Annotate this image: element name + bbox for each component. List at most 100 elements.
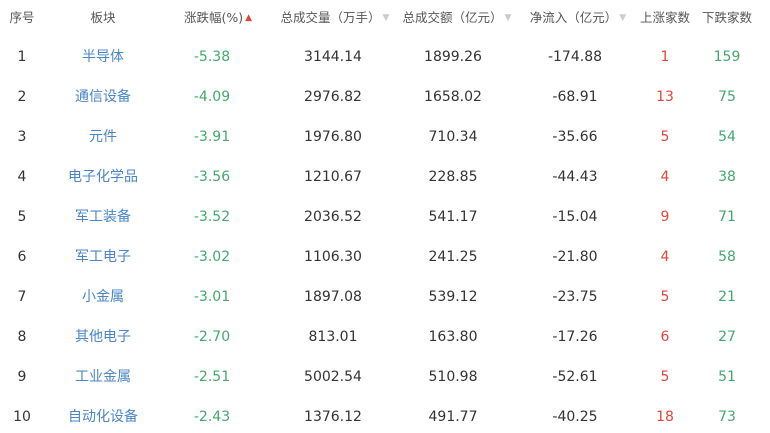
cell-change: -5.38	[193, 49, 231, 65]
cell-sector[interactable]: 军工装备	[75, 209, 131, 225]
cell-index: 8	[17, 329, 27, 345]
table-row[interactable]: 8 其他电子 -2.70 813.01 163.80 -17.26 6 27	[0, 317, 770, 357]
cell-down: 38	[718, 169, 736, 185]
header-sector: 板块	[90, 10, 116, 25]
cell-amount: 163.80	[428, 329, 478, 345]
cell-volume: 1376.12	[304, 409, 362, 425]
cell-up: 6	[660, 329, 670, 345]
header-volume[interactable]: 总成交量（万手） ▼	[281, 0, 390, 38]
header-up[interactable]: 上涨家数	[639, 10, 691, 25]
cell-netflow: -52.61	[552, 369, 598, 385]
cell-netflow: -40.25	[552, 409, 598, 425]
table-row[interactable]: 3 元件 -3.91 1976.80 710.34 -35.66 5 54	[0, 117, 770, 157]
cell-down: 51	[718, 369, 736, 385]
cell-volume: 3144.14	[304, 49, 362, 65]
cell-sector[interactable]: 自动化设备	[68, 409, 138, 425]
cell-up: 4	[660, 169, 670, 185]
cell-volume: 1210.67	[304, 169, 362, 185]
cell-netflow: -68.91	[552, 89, 598, 105]
header-change[interactable]: 涨跌幅(%) ▲	[184, 0, 252, 38]
cell-change: -3.02	[193, 249, 231, 265]
cell-change: -3.01	[193, 289, 231, 305]
cell-change: -4.09	[193, 89, 231, 105]
cell-change: -2.51	[193, 369, 231, 385]
sort-down-icon: ▼	[382, 13, 390, 23]
header-down[interactable]: 下跌家数	[701, 10, 753, 25]
cell-sector[interactable]: 电子化学品	[68, 169, 138, 185]
cell-index: 6	[17, 249, 27, 265]
sort-up-icon: ▲	[245, 13, 253, 23]
cell-up: 5	[660, 369, 670, 385]
cell-sector[interactable]: 通信设备	[75, 89, 131, 105]
header-amount[interactable]: 总成交额（亿元） ▼	[403, 0, 512, 38]
header-netflow[interactable]: 净流入（亿元） ▼	[530, 0, 626, 38]
cell-down: 71	[718, 209, 736, 225]
cell-change: -3.52	[193, 209, 231, 225]
cell-change: -3.56	[193, 169, 231, 185]
table-row[interactable]: 1 半导体 -5.38 3144.14 1899.26 -174.88 1 159	[0, 37, 770, 77]
header-amount-label: 总成交额（亿元）	[402, 10, 503, 25]
cell-index: 3	[17, 129, 27, 145]
cell-down: 58	[718, 249, 736, 265]
cell-up: 9	[660, 209, 670, 225]
table-row[interactable]: 6 军工电子 -3.02 1106.30 241.25 -21.80 4 58	[0, 237, 770, 277]
cell-netflow: -174.88	[547, 49, 603, 65]
cell-up: 5	[660, 289, 670, 305]
cell-sector[interactable]: 半导体	[82, 49, 124, 65]
cell-amount: 1658.02	[424, 89, 482, 105]
cell-amount: 539.12	[428, 289, 478, 305]
cell-amount: 241.25	[428, 249, 478, 265]
cell-index: 2	[17, 89, 27, 105]
table-row[interactable]: 7 小金属 -3.01 1897.08 539.12 -23.75 5 21	[0, 277, 770, 317]
cell-index: 9	[17, 369, 27, 385]
table-row[interactable]: 4 电子化学品 -3.56 1210.67 228.85 -44.43 4 38	[0, 157, 770, 197]
cell-change: -2.43	[193, 409, 231, 425]
sort-down-icon: ▼	[504, 13, 512, 23]
table-row[interactable]: 10 自动化设备 -2.43 1376.12 491.77 -40.25 18 73	[0, 397, 770, 433]
cell-index: 10	[13, 409, 31, 425]
cell-amount: 491.77	[428, 409, 478, 425]
cell-sector[interactable]: 小金属	[82, 289, 124, 305]
cell-netflow: -35.66	[552, 129, 598, 145]
cell-up: 18	[656, 409, 674, 425]
cell-down: 21	[718, 289, 736, 305]
cell-volume: 2976.82	[304, 89, 362, 105]
cell-down: 75	[718, 89, 736, 105]
cell-change: -2.70	[193, 329, 231, 345]
sort-down-icon: ▼	[619, 13, 627, 23]
cell-up: 1	[660, 49, 670, 65]
cell-up: 5	[660, 129, 670, 145]
cell-volume: 1106.30	[304, 249, 362, 265]
cell-netflow: -17.26	[552, 329, 598, 345]
header-change-label: 涨跌幅(%)	[183, 10, 244, 25]
table-row[interactable]: 5 军工装备 -3.52 2036.52 541.17 -15.04 9 71	[0, 197, 770, 237]
cell-amount: 710.34	[428, 129, 478, 145]
cell-netflow: -44.43	[552, 169, 598, 185]
cell-sector[interactable]: 工业金属	[75, 369, 131, 385]
cell-index: 4	[17, 169, 27, 185]
header-netflow-label: 净流入（亿元）	[529, 10, 618, 25]
cell-index: 1	[17, 49, 27, 65]
cell-up: 13	[656, 89, 674, 105]
cell-amount: 228.85	[428, 169, 478, 185]
cell-netflow: -23.75	[552, 289, 598, 305]
cell-down: 27	[718, 329, 736, 345]
cell-sector[interactable]: 其他电子	[75, 329, 131, 345]
cell-volume: 5002.54	[304, 369, 362, 385]
cell-amount: 510.98	[428, 369, 478, 385]
cell-sector[interactable]: 元件	[89, 129, 117, 145]
table-header: 序号 板块 涨跌幅(%) ▲ 总成交量（万手） ▼ 总成交额（亿元） ▼ 净流入（亿元…	[0, 0, 770, 38]
table-row[interactable]: 9 工业金属 -2.51 5002.54 510.98 -52.61 5 51	[0, 357, 770, 397]
cell-netflow: -21.80	[552, 249, 598, 265]
cell-volume: 1976.80	[304, 129, 362, 145]
cell-amount: 541.17	[428, 209, 478, 225]
cell-up: 4	[660, 249, 670, 265]
cell-down: 73	[718, 409, 736, 425]
cell-volume: 813.01	[308, 329, 358, 345]
cell-index: 5	[17, 209, 27, 225]
cell-volume: 2036.52	[304, 209, 362, 225]
table-row[interactable]: 2 通信设备 -4.09 2976.82 1658.02 -68.91 13 75	[0, 77, 770, 117]
cell-down: 159	[713, 49, 741, 65]
cell-sector[interactable]: 军工电子	[75, 249, 131, 265]
